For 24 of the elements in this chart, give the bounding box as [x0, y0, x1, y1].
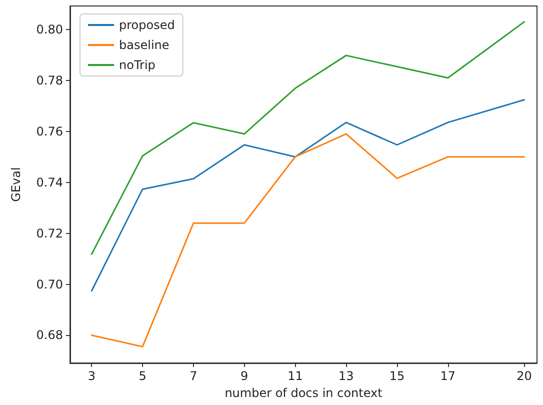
y-tick-label: 0.68 [36, 328, 63, 342]
legend-label: proposed [119, 18, 175, 32]
x-tick-label: 11 [288, 369, 303, 383]
y-tick-label: 0.74 [36, 175, 63, 190]
x-tick-label: 17 [440, 369, 456, 383]
y-tick-label: 0.70 [36, 277, 63, 292]
line-series [90, 99, 526, 292]
legend-label: noTrip [119, 58, 156, 72]
y-axis-title: GEval [9, 167, 23, 202]
legend-label: baseline [119, 38, 170, 52]
x-tick-label: 13 [338, 369, 354, 383]
y-tick-label: 0.78 [36, 73, 63, 88]
line-series [90, 133, 526, 348]
x-tick-label: 15 [389, 369, 405, 383]
x-tick-label: 9 [240, 369, 248, 383]
x-tick-label: 20 [516, 369, 532, 383]
y-tick-label: 0.80 [36, 22, 63, 36]
x-tick-label: 3 [88, 369, 96, 383]
x-axis-title: number of docs in context [224, 386, 383, 400]
x-tick-label: 7 [190, 369, 198, 383]
x-tick-label: 5 [138, 369, 146, 383]
y-tick-label: 0.76 [36, 124, 63, 138]
line-series [90, 21, 526, 255]
y-tick-label: 0.72 [36, 226, 63, 240]
